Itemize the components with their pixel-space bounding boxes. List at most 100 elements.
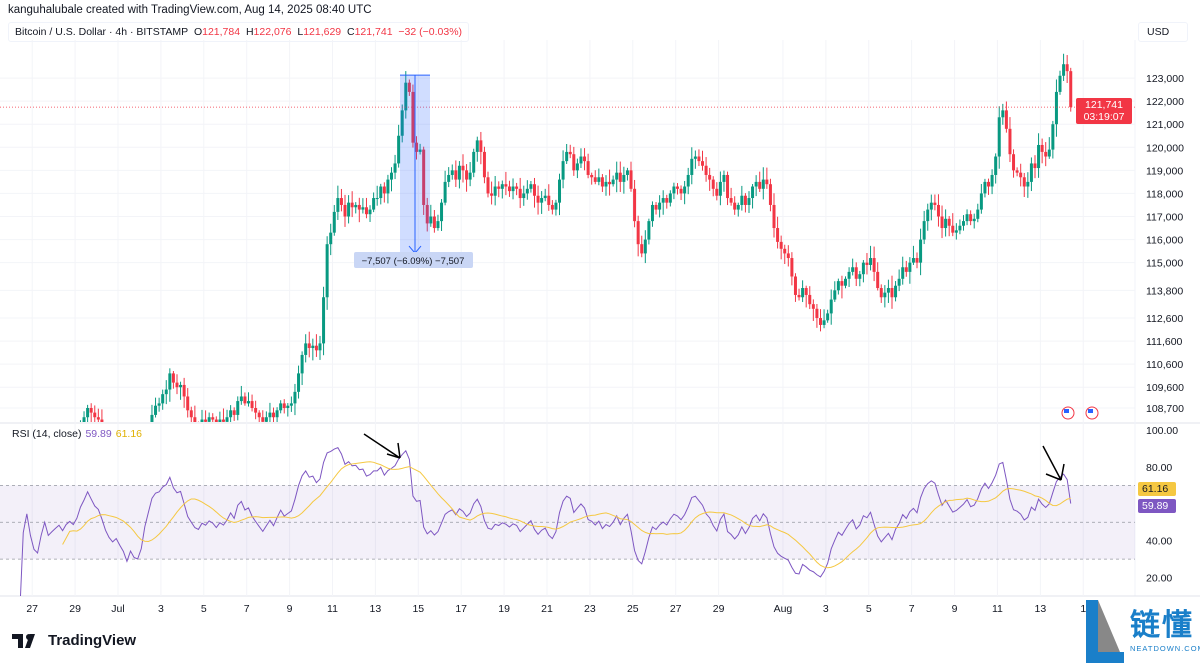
- candle-body: [961, 221, 965, 226]
- candle-body: [954, 230, 958, 233]
- candle-body: [511, 186, 515, 192]
- low-label: L: [297, 26, 304, 38]
- candle-body: [1054, 91, 1058, 125]
- candle-body: [493, 186, 497, 196]
- candle-body: [125, 459, 128, 473]
- candle-body: [1022, 177, 1026, 187]
- candle-body: [597, 177, 601, 182]
- candle-body: [929, 202, 933, 210]
- candle-body: [990, 174, 994, 187]
- time-tick-label: 3: [158, 603, 164, 615]
- rsi-band: [0, 485, 1135, 560]
- candle-body: [200, 419, 204, 422]
- rsi-value: 59.89: [85, 428, 112, 440]
- candle-body: [765, 179, 769, 185]
- symbol-legend[interactable]: Bitcoin / U.S. Dollar · 4h · BITSTAMP O1…: [8, 22, 470, 42]
- candle-body: [133, 466, 136, 475]
- candle-body: [818, 318, 822, 325]
- time-tick-label: 13: [370, 603, 382, 615]
- candle-body: [372, 198, 376, 210]
- candle-body: [740, 195, 744, 205]
- rsi-ma-value: 61.16: [115, 428, 143, 440]
- price-tick-label: 116,000: [1146, 235, 1183, 247]
- candle-body: [382, 186, 386, 194]
- high-label: H: [245, 26, 254, 38]
- rsi-ma-tag: 61.16: [1138, 482, 1176, 496]
- candle-body: [572, 154, 576, 171]
- low-value: 121,629: [303, 26, 342, 38]
- time-tick-label: 23: [584, 603, 596, 615]
- candle-body: [661, 198, 665, 203]
- candle-body: [1019, 172, 1023, 178]
- candle-body: [186, 396, 190, 411]
- candle-body: [440, 202, 444, 222]
- candle-body: [1047, 149, 1051, 157]
- candle-body: [418, 149, 422, 152]
- candle-body: [311, 345, 315, 349]
- candle-body: [826, 313, 830, 321]
- candle-body: [32, 440, 35, 447]
- time-tick-label: 29: [713, 603, 725, 615]
- candle-body: [608, 181, 612, 185]
- candle-body: [944, 218, 948, 229]
- candle-body: [415, 142, 419, 152]
- candle-body: [232, 410, 236, 415]
- candle-body: [987, 181, 991, 187]
- candle-body: [568, 151, 572, 155]
- flag-canton: [1088, 409, 1093, 413]
- candle-body: [447, 174, 451, 182]
- candle-body: [171, 373, 175, 383]
- candle-body: [354, 204, 358, 208]
- candle-body: [972, 218, 976, 222]
- candle-body: [504, 184, 508, 187]
- currency-button[interactable]: USD: [1138, 22, 1188, 42]
- price-tick-label: 112,600: [1146, 313, 1183, 325]
- candle-body: [722, 174, 726, 182]
- candle-body: [475, 140, 479, 152]
- candle-body: [465, 170, 469, 180]
- candle-body: [1040, 144, 1044, 152]
- tradingview-logo[interactable]: TradingView: [12, 632, 136, 649]
- candle-body: [254, 408, 258, 413]
- watermark-en: NEATDOWN.COM: [1130, 644, 1200, 653]
- candle-body: [168, 373, 172, 390]
- time-tick-label: 9: [952, 603, 958, 615]
- candle-body: [679, 188, 683, 194]
- candle-body: [522, 193, 526, 199]
- candle-body: [193, 417, 197, 422]
- candle-body: [218, 419, 222, 422]
- candle-body: [693, 156, 697, 159]
- candle-body: [547, 195, 551, 205]
- candle-body: [883, 292, 887, 298]
- time-tick-label: 25: [627, 603, 639, 615]
- candle-body: [579, 156, 583, 164]
- candle-body: [600, 177, 604, 187]
- candle-body: [933, 202, 937, 205]
- price-tick-label: 109,600: [1146, 382, 1184, 394]
- price-tick-label: 119,000: [1146, 165, 1183, 177]
- candle-body: [536, 195, 540, 203]
- candle-body: [622, 174, 626, 182]
- candle-body: [865, 262, 869, 265]
- candle-body: [758, 181, 762, 189]
- candle-body: [297, 373, 301, 392]
- candle-body: [393, 163, 397, 173]
- candle-body: [890, 288, 894, 298]
- time-tick-label: 1: [1080, 603, 1086, 615]
- candle-body: [811, 304, 815, 309]
- candle-body: [429, 216, 433, 224]
- candle-body: [36, 447, 39, 449]
- candle-body: [300, 354, 304, 374]
- candle-body: [454, 170, 458, 180]
- candle-body: [111, 443, 114, 448]
- candle-body: [650, 204, 654, 222]
- candle-body: [197, 424, 200, 426]
- rsi-legend[interactable]: RSI (14, close) 59.89 61.16: [12, 428, 142, 440]
- candle-body: [322, 297, 326, 344]
- watermark-cn: 链懂: [1130, 609, 1194, 642]
- candle-body: [833, 290, 837, 300]
- candle-body: [343, 204, 347, 217]
- price-tick-label: 113,800: [1146, 285, 1183, 297]
- candle-body: [936, 204, 940, 217]
